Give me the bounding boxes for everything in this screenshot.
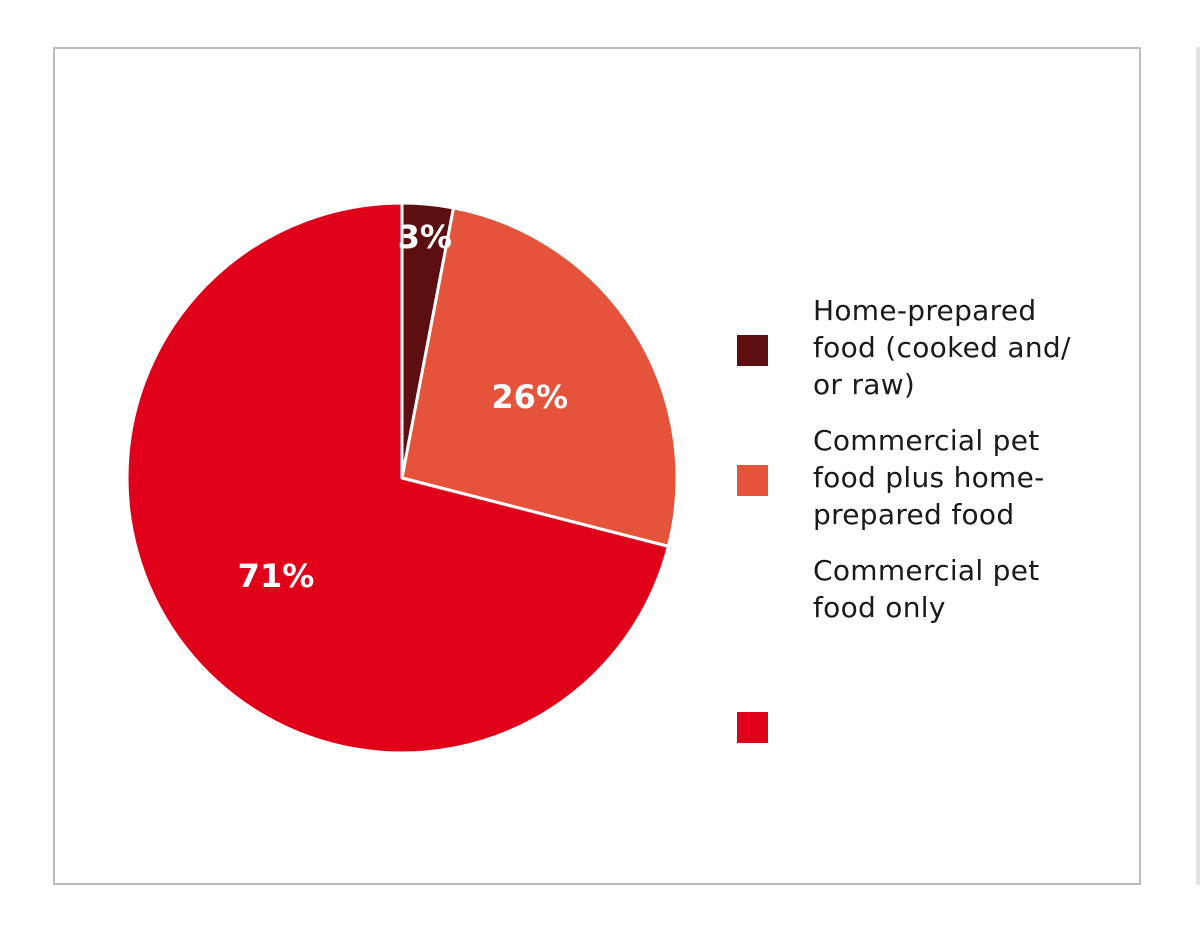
legend-item-commercial-plus-home: Commercial pet food plus home- prepared … <box>737 422 1137 552</box>
legend-label-home-prepared: Home-prepared food (cooked and/ or raw) <box>813 294 1071 401</box>
pie-value-label-commercial-plus-home: 26% <box>491 378 568 416</box>
pie-slice-commercial-plus-home <box>400 206 679 548</box>
chart-legend: Home-prepared food (cooked and/ or raw) … <box>737 292 1137 743</box>
legend-swatch-home-prepared <box>737 335 768 366</box>
right-edge-rule <box>1196 47 1200 885</box>
pie-value-label-home-prepared: 3% <box>398 218 452 256</box>
legend-label-commercial-plus-home: Commercial pet food plus home- prepared … <box>813 424 1045 531</box>
legend-swatch-commercial-plus-home <box>737 465 768 496</box>
legend-item-home-prepared: Home-prepared food (cooked and/ or raw) <box>737 292 1137 422</box>
legend-item-commercial-only: Commercial pet food only <box>737 552 1137 743</box>
legend-swatch-commercial-only <box>737 712 768 743</box>
pie-value-label-commercial-only: 71% <box>238 557 315 595</box>
legend-label-commercial-only: Commercial pet food only <box>813 554 1040 624</box>
pie-slice-commercial-only <box>125 201 670 755</box>
